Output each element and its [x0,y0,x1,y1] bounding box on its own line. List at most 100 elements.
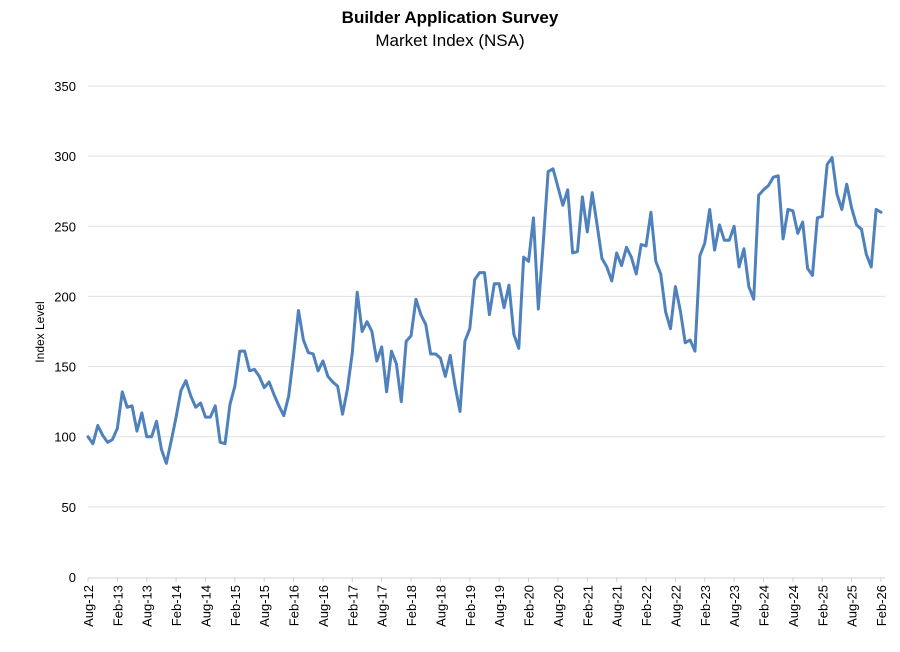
x-tick-label: Feb-14 [169,585,184,626]
data-point [267,380,271,384]
data-point [781,237,785,241]
y-tick-label: 250 [54,219,76,234]
data-point [170,439,173,443]
data-point [879,211,883,214]
data-point [458,410,462,413]
data-point [233,385,237,388]
data-point [644,244,648,248]
data-point [419,313,423,316]
data-point [204,415,207,419]
data-point [473,278,476,281]
data-point [649,211,653,214]
data-point [385,390,388,394]
data-point [409,334,413,337]
data-point [449,354,452,357]
data-point [669,327,672,330]
data-point [615,251,618,255]
data-point [331,380,334,384]
data-point [91,442,95,445]
data-point [777,174,780,177]
x-tick-label: Feb-19 [463,585,478,626]
x-axis [87,577,885,582]
data-point [414,298,418,301]
x-tick-label: Feb-25 [815,585,830,626]
data-point [370,330,374,333]
y-tick-label: 350 [54,79,76,94]
data-point [395,362,398,365]
y-axis: 0 50 100 150 200 250 300 350 [54,79,76,585]
data-point [111,438,114,441]
y-tick-label: 50 [62,500,76,515]
data-point [860,227,863,231]
data-point [517,347,520,350]
data-point [356,291,359,294]
data-point [160,448,163,451]
x-tick-label: Feb-15 [228,585,243,626]
data-point [282,414,285,417]
x-tick-label: Feb-16 [287,585,302,626]
data-point [723,239,726,242]
data-point [507,284,511,287]
data-point [742,247,746,250]
x-tick-label: Aug-14 [198,585,213,627]
data-point [590,191,594,194]
data-point [718,223,721,227]
data-point [546,170,550,173]
data-point [194,406,197,409]
data-point [326,375,330,378]
data-point [708,208,711,211]
data-point [625,246,628,249]
data-point [664,310,667,314]
data-point [757,194,760,197]
data-point [135,429,139,433]
data-point [253,368,256,371]
data-point [125,406,129,409]
data-point [620,264,623,267]
data-point [551,167,555,170]
data-point [791,209,795,213]
x-tick-label: Aug-21 [610,585,625,627]
data-point [209,415,212,419]
x-tick-label: Feb-23 [698,585,713,626]
data-point [307,351,310,354]
data-point [816,216,819,220]
data-point [302,338,305,342]
data-point [189,394,192,398]
data-point [360,330,364,333]
data-point [155,420,158,423]
data-point [840,208,844,211]
data-point [424,323,427,326]
data-point [772,175,775,179]
data-point [610,279,613,283]
x-tick-label: Feb-20 [522,585,537,626]
data-point [630,255,633,259]
data-point [811,274,814,277]
data-point [502,306,506,309]
data-point [400,400,403,403]
data-point [263,386,266,389]
x-tick-label: Aug-25 [845,585,860,627]
data-point [297,309,300,312]
data-point [223,442,227,445]
data-point [767,184,770,187]
data-point [674,285,677,288]
series-group [86,156,883,465]
data-point [806,267,809,270]
data-point [116,427,119,430]
x-tick-label: Feb-13 [110,585,125,626]
data-point [845,183,848,186]
data-point [292,354,295,357]
data-point [248,369,251,372]
data-point [835,192,839,196]
data-point [463,340,467,343]
data-point [581,195,584,199]
data-point [258,375,261,378]
data-point [684,341,687,344]
data-point [576,250,579,253]
data-point [404,340,408,343]
data-point [243,349,246,353]
x-tick-label: Feb-24 [757,585,772,626]
y-tick-label: 0 [69,570,76,585]
data-point [96,424,99,427]
data-point [218,441,222,444]
